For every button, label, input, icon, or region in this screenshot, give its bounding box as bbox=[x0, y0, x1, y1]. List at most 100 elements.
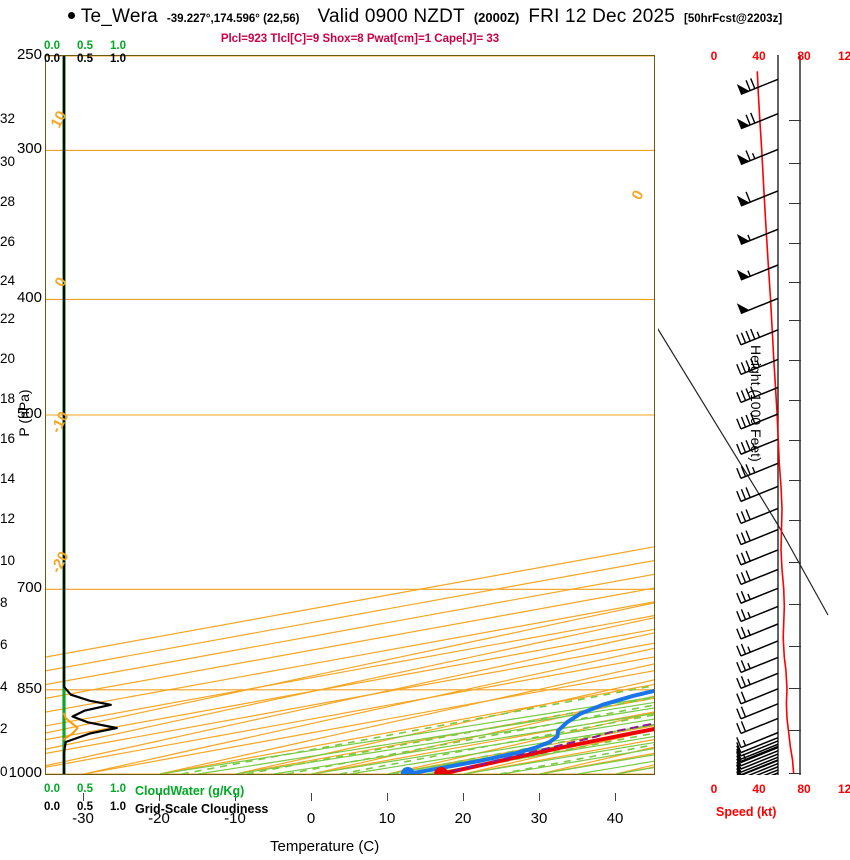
wind-barb bbox=[736, 507, 779, 525]
cloudiness-tick-bottom-1.0: 1.0 bbox=[110, 801, 126, 813]
station-dot-icon bbox=[67, 12, 75, 19]
skewt-plot-area: 100-10-2001020403581220 bbox=[45, 55, 655, 775]
skewt-canvas: 100-10-2001020403581220 bbox=[46, 56, 654, 774]
cloudwater-tick-top-0.5: 0.5 bbox=[77, 40, 93, 52]
cloudwater-tick-bottom-0.5: 0.5 bbox=[77, 783, 93, 795]
wind-barb bbox=[736, 731, 779, 749]
header: Te_Wera -39.227°,174.596° (22,56) Valid … bbox=[0, 6, 850, 32]
isotherm-line bbox=[46, 615, 654, 727]
speed-tick-top-40: 40 bbox=[752, 49, 766, 63]
pressure-tick-300: 300 bbox=[16, 140, 42, 158]
cloudwater-tick-top-1.0: 1.0 bbox=[110, 40, 126, 52]
isotherm-line bbox=[46, 642, 654, 754]
height-tick-16: 16 bbox=[0, 431, 16, 446]
adiabat-label: 10 bbox=[48, 108, 71, 131]
wind-barb bbox=[736, 672, 779, 690]
temperature-tickmark bbox=[463, 793, 464, 801]
wind-profile-panel bbox=[658, 55, 829, 775]
cloudiness-tick-bottom-0.5: 0.5 bbox=[77, 801, 93, 813]
cloudiness-tick-top-0.5: 0.5 bbox=[77, 53, 93, 65]
height-tick-12: 12 bbox=[0, 511, 16, 526]
wind-barb bbox=[736, 462, 779, 480]
mixing-ratio-line bbox=[499, 743, 654, 774]
panel-divider-upper bbox=[658, 328, 779, 526]
wind-barb bbox=[736, 736, 779, 754]
cloudiness-tick-bottom-0.0: 0.0 bbox=[44, 801, 60, 813]
wind-barb bbox=[736, 623, 779, 640]
cloudwater-axis-label: CloudWater (g/Kg) bbox=[135, 784, 245, 798]
temperature-tick-10: 10 bbox=[378, 810, 396, 827]
adiabat-label: 0 bbox=[52, 275, 71, 290]
adiabat-label: 0 bbox=[629, 188, 648, 203]
wind-barb bbox=[736, 640, 779, 657]
pressure-tick-700: 700 bbox=[16, 579, 42, 597]
wind-barb bbox=[736, 746, 779, 764]
height-tick-14: 14 bbox=[0, 471, 16, 486]
wind-barb bbox=[736, 605, 779, 623]
temperature-tick-40: 40 bbox=[606, 810, 624, 827]
dry-adiabat-line bbox=[159, 663, 654, 774]
wind-barb bbox=[736, 656, 779, 674]
height-tick-22: 22 bbox=[0, 311, 16, 326]
speed-axis-label: Speed (kt) bbox=[716, 805, 777, 819]
height-tick-24: 24 bbox=[0, 273, 16, 288]
moist-adiabat-line bbox=[311, 718, 654, 774]
height-tick-18: 18 bbox=[0, 391, 16, 406]
temperature-tickmark bbox=[159, 793, 160, 801]
temperature-tickmark bbox=[539, 793, 540, 801]
height-tickmark bbox=[789, 400, 801, 401]
isotherm-line bbox=[46, 573, 654, 686]
cloudiness-tick-top-0.0: 0.0 bbox=[44, 53, 60, 65]
dry-adiabat-line bbox=[539, 746, 654, 774]
height-tick-32: 32 bbox=[0, 111, 16, 126]
moist-adiabat-line bbox=[463, 741, 654, 774]
height-tickmark bbox=[789, 120, 801, 121]
cloudiness-axis-label: Grid-Scale Cloudiness bbox=[135, 802, 269, 816]
temperature-tickmark bbox=[615, 793, 616, 801]
mixing-ratio-line bbox=[340, 714, 654, 774]
speed-tick-bottom-80: 80 bbox=[797, 782, 811, 796]
mixing-ratio-line bbox=[286, 704, 654, 774]
pressure-tick-400: 400 bbox=[16, 289, 42, 307]
cloudiness-tick-top-1.0: 1.0 bbox=[110, 53, 126, 65]
wind-barb bbox=[736, 297, 779, 315]
isotherm-line bbox=[46, 601, 654, 713]
pressure-tick-1000: 1000 bbox=[8, 764, 42, 781]
cloudwater-tick-bottom-0.0: 0.0 bbox=[44, 783, 60, 795]
wind-barb bbox=[736, 386, 779, 404]
wind-barb bbox=[736, 756, 779, 773]
wind-barb bbox=[736, 328, 779, 346]
wind-barb bbox=[736, 358, 779, 376]
speed-tick-bottom-0: 0 bbox=[710, 782, 718, 796]
station-name: Te_Wera bbox=[80, 6, 158, 27]
grid-isobars bbox=[46, 56, 654, 774]
height-tick-0: 0 bbox=[0, 764, 8, 779]
valid-time-utc: (2000Z) bbox=[473, 10, 520, 25]
wind-barb bbox=[736, 148, 779, 166]
height-tick-28: 28 bbox=[0, 194, 16, 209]
wind-barb bbox=[736, 438, 779, 455]
wind-barb bbox=[736, 485, 779, 503]
height-tickmark bbox=[789, 203, 801, 204]
temperature-tickmark bbox=[311, 793, 312, 801]
wind-barb bbox=[736, 759, 779, 775]
wind-barb bbox=[736, 228, 779, 245]
wind-barb bbox=[736, 769, 779, 775]
wind-speed-trace bbox=[756, 71, 795, 774]
height-tickmark bbox=[789, 163, 801, 164]
dry-adiabat-line bbox=[235, 679, 654, 774]
speed-tick-bottom-120: 120 bbox=[837, 782, 850, 796]
wind-barb bbox=[736, 112, 779, 130]
mixing-ratio-line bbox=[181, 684, 654, 774]
height-tickmark bbox=[789, 562, 801, 563]
temperature-tick-0: 0 bbox=[306, 810, 316, 827]
grid-dry-adiabats bbox=[46, 602, 654, 774]
wind-barb bbox=[736, 528, 779, 546]
isotherm-line bbox=[46, 628, 654, 741]
temperature-tick--20: -20 bbox=[148, 810, 170, 827]
mixing-ratio-line bbox=[391, 723, 654, 774]
wind-barb bbox=[736, 568, 779, 586]
wind-barb bbox=[736, 753, 779, 770]
panel-divider-lower bbox=[777, 524, 829, 616]
